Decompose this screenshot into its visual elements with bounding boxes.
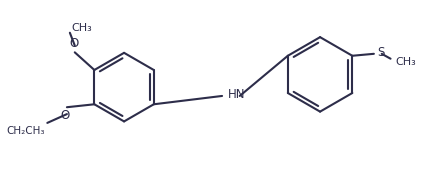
Text: CH₂CH₃: CH₂CH₃ [7,126,45,136]
Text: O: O [60,109,70,122]
Text: O: O [69,37,78,50]
Text: HN: HN [228,88,246,102]
Text: CH₃: CH₃ [395,57,416,67]
Text: S: S [377,46,384,59]
Text: CH₃: CH₃ [72,23,92,33]
